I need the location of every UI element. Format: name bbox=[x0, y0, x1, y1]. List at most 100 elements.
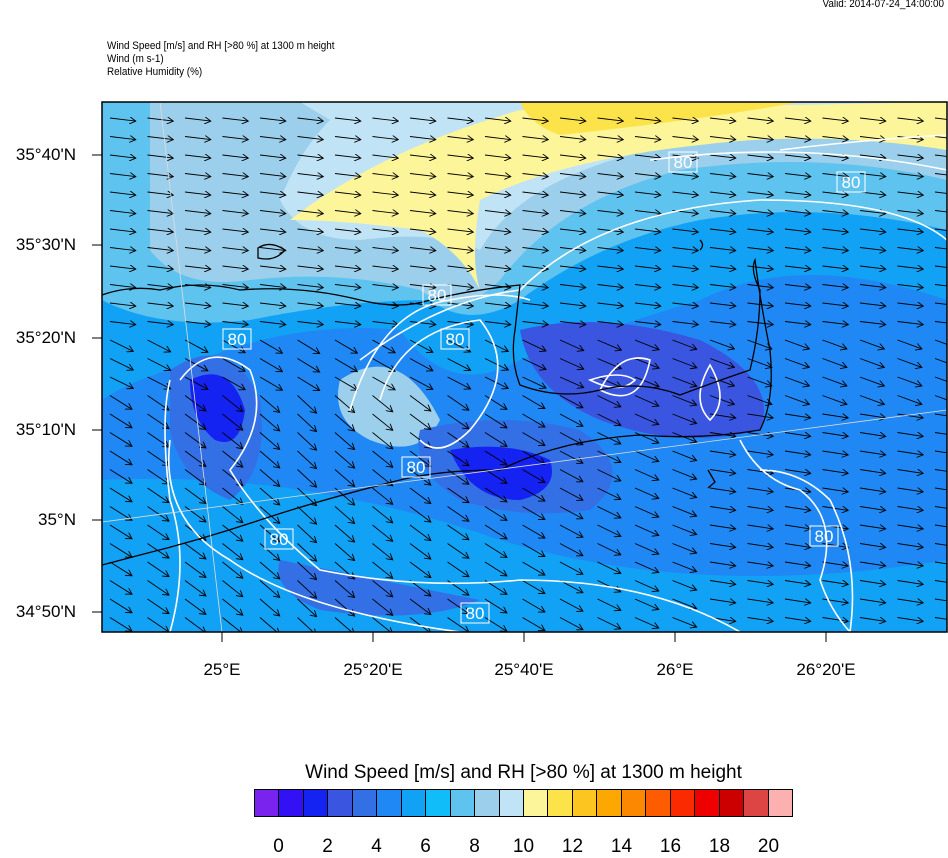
wind-arrow bbox=[184, 413, 206, 429]
wind-arrow bbox=[259, 358, 282, 372]
wind-arrow bbox=[897, 581, 924, 585]
wind-arrow bbox=[222, 469, 243, 486]
wind-arrow bbox=[634, 598, 659, 609]
wind-arrow bbox=[822, 192, 849, 195]
wind-arrow bbox=[784, 525, 811, 529]
wind-arrow bbox=[597, 450, 621, 462]
wind-arrow bbox=[672, 617, 697, 628]
wind-arrow bbox=[297, 266, 324, 269]
wind-arrow bbox=[897, 618, 924, 622]
wind-arrow bbox=[897, 544, 924, 548]
colorbar-swatch bbox=[646, 790, 671, 816]
wind-arrow bbox=[709, 303, 736, 306]
wind-arrow bbox=[672, 174, 699, 177]
wind-arrow bbox=[597, 266, 624, 269]
wind-arrow bbox=[522, 598, 545, 612]
wind-arrow bbox=[822, 414, 849, 418]
wind-arrow bbox=[297, 376, 320, 391]
colorbar-swatch bbox=[401, 790, 427, 816]
wind-arrow bbox=[709, 211, 736, 214]
contour-label: 80 bbox=[674, 153, 693, 172]
wind-arrow bbox=[709, 118, 736, 121]
wind-arrow bbox=[822, 358, 847, 368]
contour-label-box bbox=[836, 171, 866, 193]
wind-arrow bbox=[484, 192, 511, 195]
wind-arrow bbox=[522, 339, 547, 351]
wind-arrow bbox=[559, 469, 583, 482]
wind-arrow bbox=[934, 487, 947, 491]
wind-arrow bbox=[372, 211, 399, 214]
wind-arrow bbox=[897, 507, 924, 511]
title-rh: Relative Humidity (%) bbox=[107, 66, 203, 78]
wind-arrow bbox=[334, 339, 357, 353]
wind-arrow bbox=[447, 285, 474, 288]
colorbar-label: 20 bbox=[757, 836, 780, 857]
contour-label-box bbox=[422, 284, 452, 306]
wind-arrow bbox=[147, 469, 169, 485]
wind-arrow bbox=[409, 118, 436, 121]
wind-arrow bbox=[934, 117, 947, 120]
wind-arrow bbox=[784, 339, 809, 349]
coastline bbox=[102, 239, 772, 566]
wind-arrow bbox=[109, 339, 133, 351]
lon-tick: 26°20'E bbox=[796, 660, 856, 679]
colorbar bbox=[254, 789, 793, 817]
wind-arrow bbox=[184, 617, 206, 632]
wind-arrow bbox=[784, 544, 811, 548]
wind-arrow bbox=[297, 229, 324, 232]
wind-arrow bbox=[747, 118, 774, 121]
wind-arrow bbox=[634, 469, 659, 480]
wind-arrow bbox=[372, 118, 399, 121]
wind-arrow bbox=[409, 174, 436, 177]
colorbar-swatch bbox=[499, 790, 524, 816]
wind-arrow bbox=[447, 395, 469, 411]
wind-arrow bbox=[184, 174, 211, 177]
wind-arrow bbox=[522, 303, 549, 306]
wind-arrow bbox=[484, 229, 511, 232]
contour-label-box bbox=[440, 328, 470, 350]
wind-arrow bbox=[934, 339, 947, 345]
wind-arrow bbox=[109, 322, 136, 325]
wind-arrow bbox=[222, 358, 246, 372]
wind-arrow bbox=[897, 322, 924, 325]
wind-arrow bbox=[934, 376, 947, 382]
contour-label-box bbox=[460, 602, 490, 624]
wind-arrow bbox=[147, 580, 169, 596]
wind-arrow bbox=[559, 322, 586, 325]
wind-arrow bbox=[559, 266, 586, 269]
colorbar-swatch bbox=[744, 790, 769, 816]
wind-arrow bbox=[259, 339, 282, 353]
colorbar-swatch bbox=[303, 790, 329, 816]
wind-arrow bbox=[522, 211, 549, 214]
wind-arrow bbox=[822, 451, 849, 455]
wind-arrow bbox=[784, 137, 811, 140]
wind-arrow bbox=[522, 617, 545, 631]
wind-arrow bbox=[934, 395, 947, 401]
colorbar-swatch bbox=[548, 790, 573, 816]
wind-arrow bbox=[634, 266, 661, 269]
wind-arrow bbox=[184, 155, 211, 158]
wind-arrow bbox=[484, 395, 507, 410]
wind-arrow bbox=[147, 506, 169, 522]
wind-arrow bbox=[147, 266, 174, 269]
wind-arrow bbox=[447, 266, 474, 269]
wind-arrow bbox=[372, 155, 399, 158]
wind-arrow bbox=[559, 413, 583, 426]
wind-arrow bbox=[147, 524, 169, 540]
wind-arrow bbox=[259, 192, 286, 195]
wind-arrow bbox=[409, 229, 436, 232]
colorbar-swatch bbox=[279, 790, 304, 816]
wind-arrow bbox=[897, 488, 924, 492]
wind-arrow bbox=[334, 137, 361, 140]
plot-titles: Wind Speed [m/s] and RH [>80 %] at 1300 … bbox=[107, 40, 335, 79]
wind-arrow bbox=[484, 174, 511, 177]
wind-arrow bbox=[747, 358, 772, 368]
wind-arrow bbox=[372, 580, 393, 597]
wind-arrow bbox=[522, 137, 549, 140]
wind-arrow bbox=[897, 174, 924, 177]
wind-arrow bbox=[784, 322, 811, 325]
wind-arrow bbox=[184, 487, 206, 503]
wind-arrow bbox=[372, 376, 396, 390]
wind-arrow bbox=[222, 285, 249, 288]
wind-arrow bbox=[409, 487, 431, 504]
